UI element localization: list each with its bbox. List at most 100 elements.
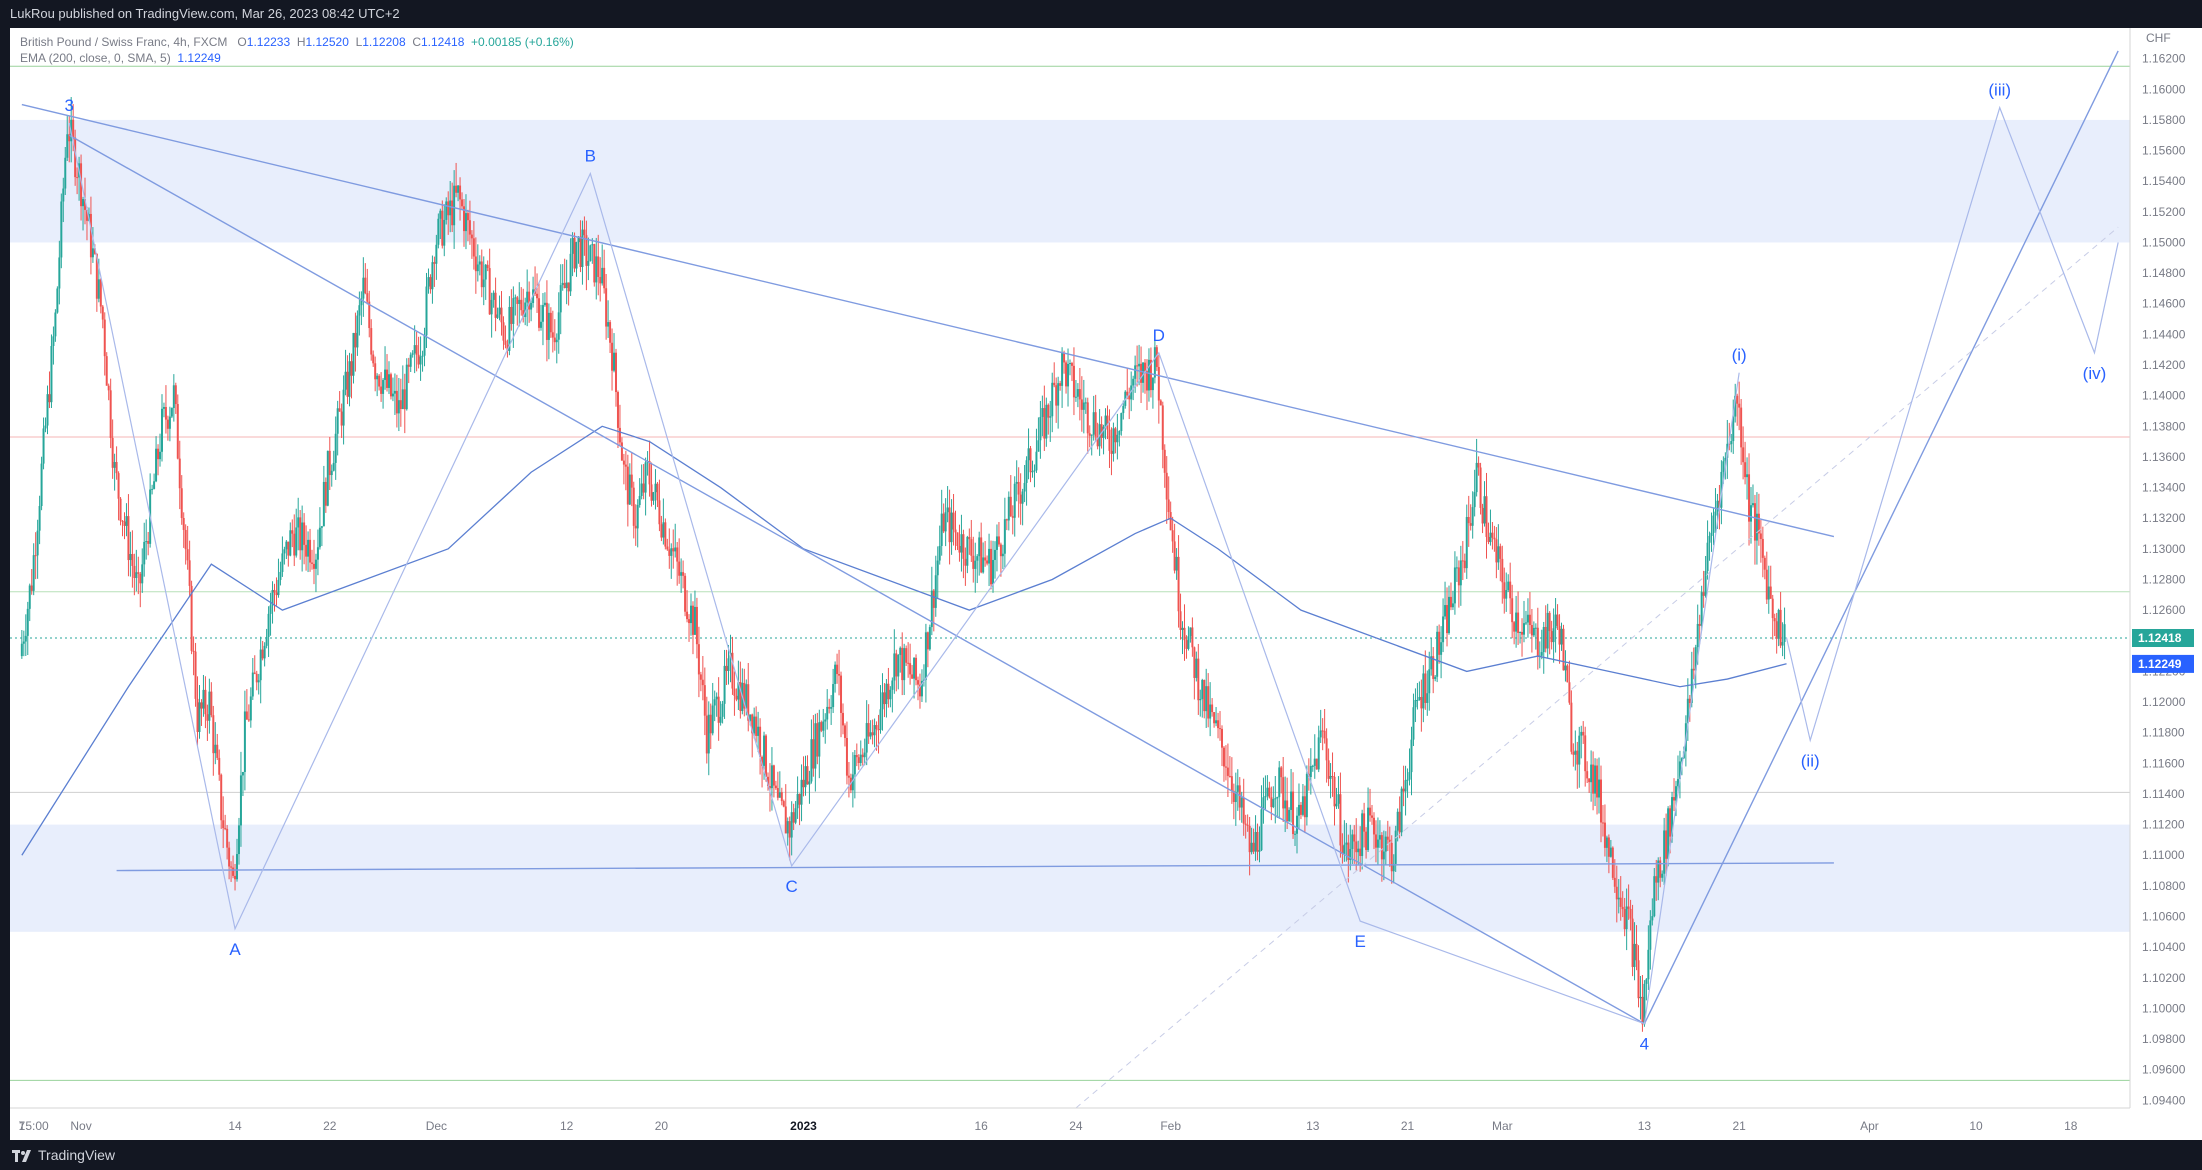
candle-body <box>309 539 312 563</box>
footer-brand[interactable]: TradingView <box>38 1147 116 1163</box>
candle-body <box>123 521 126 526</box>
candle-body <box>409 354 412 367</box>
candle-body <box>443 219 446 246</box>
candle-body <box>382 379 385 394</box>
candle-body <box>1742 447 1745 463</box>
price-tag[interactable] <box>2132 629 2194 648</box>
ema-line[interactable] <box>21 425 1787 856</box>
wave-path[interactable] <box>68 122 1740 1025</box>
candle-body <box>1392 863 1395 872</box>
candle-body <box>1140 363 1143 383</box>
candle-body <box>824 719 827 722</box>
candle-body <box>1639 996 1642 999</box>
candle-body <box>52 336 55 346</box>
y-tick-label: 1.14800 <box>2142 266 2186 280</box>
candle-body <box>494 292 497 318</box>
candle-body <box>1722 461 1725 472</box>
trendline[interactable] <box>1643 50 2119 1025</box>
candle-body <box>157 448 160 460</box>
candle-body <box>1163 449 1166 473</box>
candle-body <box>1072 365 1075 398</box>
candle-body <box>34 555 37 557</box>
candle-body <box>1341 845 1344 854</box>
candle-body <box>934 575 937 608</box>
candle-body <box>305 544 308 557</box>
candle-body <box>1700 592 1703 626</box>
candle-body <box>1398 811 1401 833</box>
candle-body <box>1313 758 1316 766</box>
candle-body <box>1041 408 1044 417</box>
candle-body <box>1562 628 1565 671</box>
candle-body <box>1566 665 1569 683</box>
candle-body <box>455 185 458 193</box>
trendline[interactable] <box>116 862 1834 872</box>
candle-body <box>571 237 574 254</box>
candle-body <box>273 589 276 593</box>
candle-body <box>541 305 544 322</box>
candle-body <box>482 279 485 288</box>
candle-body <box>1155 347 1158 368</box>
candle-body <box>1532 627 1535 636</box>
candle-body <box>318 527 321 548</box>
candle-body <box>1329 776 1332 779</box>
chart-svg[interactable]: 3 A B C D E 4 (i) (ii) (iii) (iv) CHF 1.16200 1.16000… <box>10 28 2202 1140</box>
price-tag[interactable] <box>2132 654 2194 673</box>
candle-body <box>340 411 343 426</box>
candle-body <box>338 408 341 412</box>
candle-body <box>1228 775 1231 777</box>
candle-body <box>605 288 608 327</box>
candle-body <box>680 572 683 576</box>
candle-body <box>555 339 558 343</box>
legend-symbol[interactable]: British Pound / Swiss Franc, 4h, FXCM <box>20 35 228 49</box>
candle-body <box>1272 799 1275 808</box>
candle-body <box>389 374 392 397</box>
candle-body <box>1232 790 1235 803</box>
candle-body <box>1250 842 1253 853</box>
candle-body <box>749 714 752 721</box>
candle-body <box>1414 699 1417 708</box>
candle-body <box>1080 399 1083 410</box>
candle-body <box>180 488 183 518</box>
candle-body <box>1669 808 1672 837</box>
candle-body <box>48 394 51 403</box>
y-tick-label: 1.09800 <box>2142 1032 2186 1046</box>
candle-body <box>1499 546 1502 559</box>
candle-body <box>1402 788 1405 792</box>
candle-body <box>660 524 663 538</box>
chart-area[interactable]: 3 A B C D E 4 (i) (ii) (iii) (iv) CHF 1.16200 1.16000… <box>10 28 2202 1140</box>
candle-body <box>1440 642 1443 655</box>
candle-body <box>1213 712 1216 724</box>
candle-body <box>761 756 764 766</box>
candle-body <box>111 437 114 468</box>
candle-body <box>439 210 442 219</box>
candle-body <box>1451 603 1454 608</box>
candle-body <box>826 706 829 720</box>
legend-indicator[interactable]: EMA (200, close, 0, SMA, 5) <box>20 51 171 65</box>
trendline[interactable] <box>21 103 1835 538</box>
candle-body <box>547 312 550 340</box>
candle-body <box>1197 658 1200 701</box>
dashed-trendline[interactable] <box>1075 226 2119 1109</box>
projection-path[interactable] <box>1785 105 2119 743</box>
candle-body <box>857 757 860 764</box>
candle-body <box>1185 640 1188 649</box>
wave-label: B <box>585 147 596 166</box>
candle-body <box>160 408 163 452</box>
x-tick-label: Apr <box>1860 1119 1879 1133</box>
candle-body <box>1457 567 1460 586</box>
candle-body <box>613 352 616 371</box>
candle-body <box>1465 516 1468 569</box>
candle-body <box>1132 378 1135 386</box>
candle-body <box>1067 363 1070 387</box>
candle-body <box>1061 352 1064 386</box>
candle-body <box>155 448 158 482</box>
candle-body <box>830 707 833 709</box>
candle-body <box>281 553 284 572</box>
candle-body <box>790 812 793 838</box>
candle-body <box>1082 402 1085 410</box>
candle-body <box>214 744 217 754</box>
trendline[interactable] <box>68 134 1645 1025</box>
candle-body <box>940 513 943 546</box>
candle-body <box>944 512 947 532</box>
legend-open: 1.12233 <box>246 35 291 49</box>
